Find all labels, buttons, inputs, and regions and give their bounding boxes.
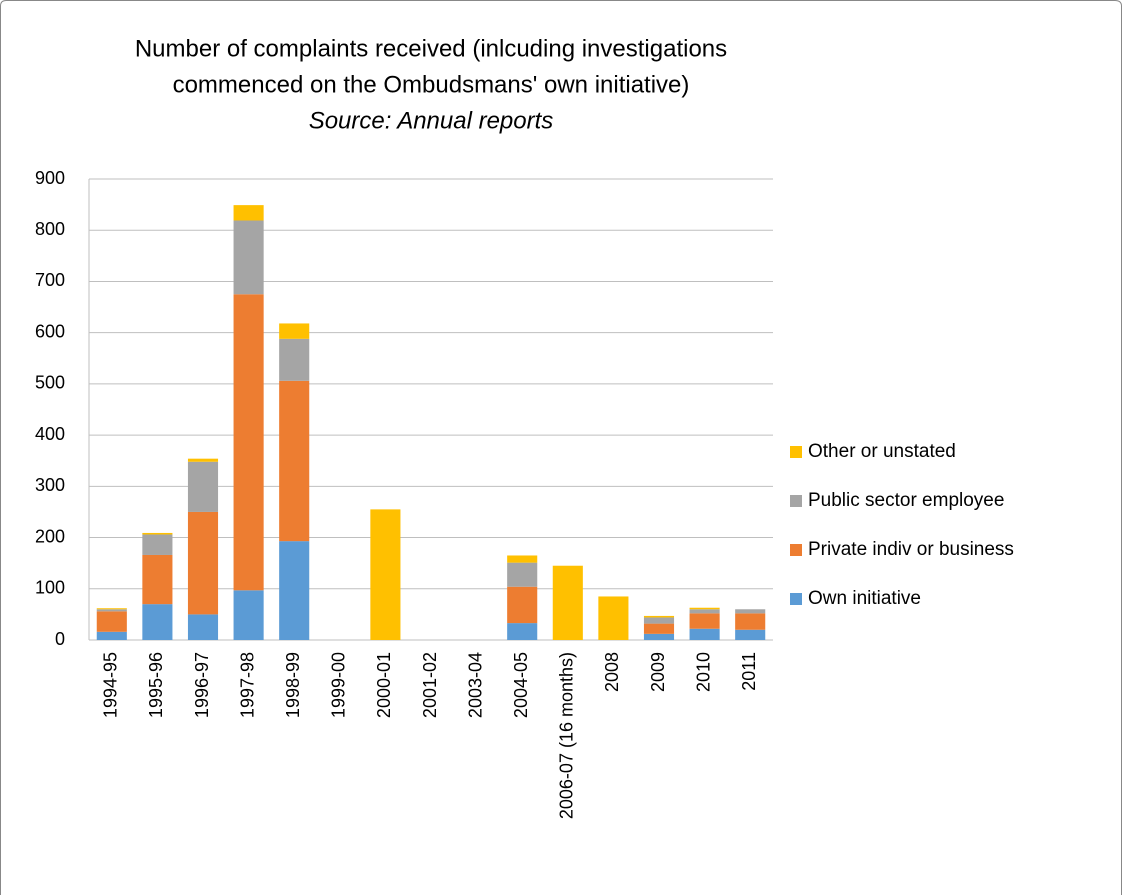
y-tick-label: 200	[35, 526, 65, 546]
bar-segment	[187, 461, 219, 512]
y-tick-label: 100	[35, 578, 65, 598]
bar-segment	[233, 590, 264, 640]
bar-segment	[142, 534, 173, 555]
bar-segment	[187, 614, 219, 640]
x-tick-label: 1994-95	[101, 652, 121, 718]
chart-title: commenced on the Ombudsmans' own initiat…	[173, 71, 690, 98]
legend-label: Other or unstated	[808, 441, 956, 462]
y-tick-label: 700	[35, 270, 65, 290]
y-tick-label: 900	[35, 168, 65, 188]
y-tick-label: 400	[35, 424, 65, 444]
legend-swatch	[790, 544, 802, 556]
bar-segment	[233, 205, 264, 221]
bar-segment	[598, 596, 629, 640]
chart-subtitle: Source: Annual reports	[309, 107, 554, 134]
bar-segment	[552, 565, 583, 640]
bar-segment	[689, 607, 720, 610]
legend-swatch	[790, 593, 802, 605]
bar-segment	[643, 633, 675, 640]
x-tick-label: 2004-05	[511, 652, 531, 718]
x-tick-label: 2000-01	[374, 652, 394, 718]
bar-segment	[96, 609, 127, 612]
bar-segment	[735, 629, 766, 640]
bar-segment	[689, 628, 720, 640]
bar-segment	[142, 532, 173, 535]
legend-swatch	[790, 446, 802, 458]
x-tick-label: 2011	[739, 652, 759, 691]
x-tick-label: 2003-04	[465, 652, 485, 718]
bar-segment	[279, 541, 310, 640]
x-tick-label: 2001-02	[420, 652, 440, 718]
bar-segment	[279, 323, 310, 339]
y-tick-label: 800	[35, 219, 65, 239]
x-tick-label: 1999-00	[329, 652, 349, 718]
legend-label: Public sector employee	[808, 490, 1004, 511]
legend-label: Private indiv or business	[808, 539, 1014, 560]
bar-segment	[735, 613, 766, 630]
x-tick-label: 1998-99	[283, 652, 303, 718]
bar-segment	[96, 611, 127, 632]
chart-title: Number of complaints received (inlcuding…	[135, 35, 727, 62]
bar-segment	[735, 609, 766, 614]
x-tick-label: 1997-98	[237, 652, 257, 718]
bar-segment	[96, 608, 127, 610]
x-tick-label: 2009	[648, 652, 668, 692]
y-tick-label: 300	[35, 475, 65, 495]
x-tick-label: 1995-96	[146, 652, 166, 718]
y-tick-label: 500	[35, 373, 65, 393]
bar-segment	[507, 562, 538, 587]
bar-segment	[96, 631, 127, 640]
bar-segment	[142, 604, 173, 640]
legend-label: Own initiative	[808, 588, 921, 609]
bar-segment	[643, 615, 675, 618]
bar-segment	[233, 294, 264, 591]
bar-segment	[370, 509, 401, 640]
y-tick-label: 600	[35, 321, 65, 341]
bar-segment	[643, 617, 675, 624]
bar-segment	[142, 554, 173, 605]
bar-segment	[187, 458, 219, 462]
bar-segment	[187, 511, 219, 615]
bar-segment	[689, 613, 720, 629]
bar-segment	[279, 338, 310, 381]
x-tick-label: 2008	[602, 652, 622, 692]
bar-segment	[689, 609, 720, 614]
x-tick-label: 2010	[693, 652, 713, 692]
y-tick-label: 0	[55, 629, 65, 649]
x-tick-label: 2006-07 (16 months)	[557, 652, 577, 819]
bar-segment	[233, 220, 264, 295]
bar-segment	[279, 380, 310, 542]
bar-segment	[507, 555, 538, 563]
x-tick-label: 1996-97	[192, 652, 212, 718]
bar-segment	[507, 586, 538, 624]
legend-swatch	[790, 495, 802, 507]
bar-segment	[507, 623, 538, 640]
bar-segment	[643, 623, 675, 634]
